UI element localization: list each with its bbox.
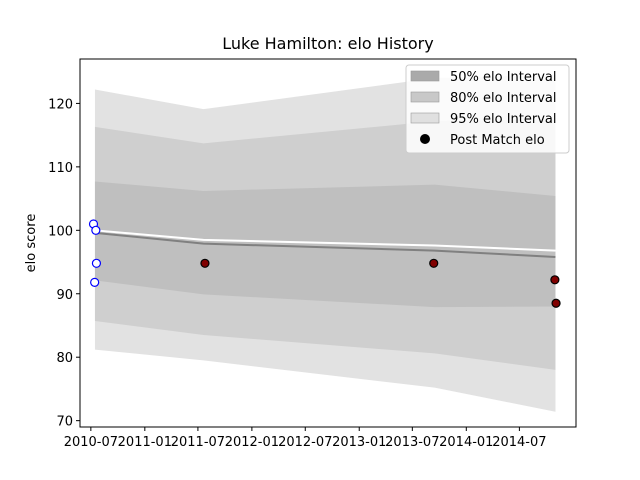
data-point-6 (550, 275, 560, 285)
elo-line-expected (94, 229, 556, 252)
legend-label-1: 80% elo Interval (450, 91, 557, 106)
x-tick-label-7: 2014-01 (439, 435, 493, 450)
data-point-2 (90, 277, 100, 287)
y-tick-label-0: 70 (56, 415, 73, 430)
y-tick-label-5: 120 (48, 97, 73, 112)
x-tick-label-5: 2013-01 (332, 435, 386, 450)
y-axis-label: elo score (24, 214, 39, 273)
elo-line-median (94, 231, 556, 258)
legend-label-3: Post Match elo (450, 133, 545, 148)
x-tick-label-2: 2011-07 (171, 435, 225, 450)
plot-frame (79, 58, 577, 428)
x-tick-label-8: 2014-07 (492, 435, 546, 450)
data-point-7 (551, 298, 561, 308)
x-tick-label-6: 2013-07 (385, 435, 439, 450)
data-point-5 (429, 258, 439, 268)
data-point-3 (91, 258, 102, 268)
x-tick-label-4: 2012-07 (278, 435, 332, 450)
chart-title: Luke Hamilton: elo History (222, 34, 433, 53)
legend-box (405, 64, 570, 154)
x-tick-label-0: 2010-07 (64, 435, 118, 450)
x-tick-label-1: 2011-01 (118, 435, 172, 450)
y-tick-label-1: 80 (56, 351, 73, 366)
legend: 50% elo Interval 80% elo Interval 95% elo … (405, 64, 570, 154)
y-tick-label-3: 100 (48, 224, 73, 239)
legend-label-2: 95% elo Interval (450, 112, 557, 127)
legend-label-0: 50% elo Interval (450, 70, 557, 85)
post-match-points (88, 219, 561, 308)
data-point-4 (200, 258, 210, 268)
y-tick-label-4: 110 (48, 161, 73, 176)
x-tick-label-3: 2012-01 (225, 435, 279, 450)
legend-marker-3 (420, 134, 430, 144)
y-tick-label-2: 90 (56, 288, 73, 303)
legend-swatch-1 (410, 91, 440, 103)
elo-lines (94, 229, 556, 258)
legend-swatch-0 (410, 70, 440, 82)
interval-band-2 (94, 181, 556, 308)
data-point-1 (91, 225, 101, 235)
legend-swatch-2 (410, 112, 440, 124)
